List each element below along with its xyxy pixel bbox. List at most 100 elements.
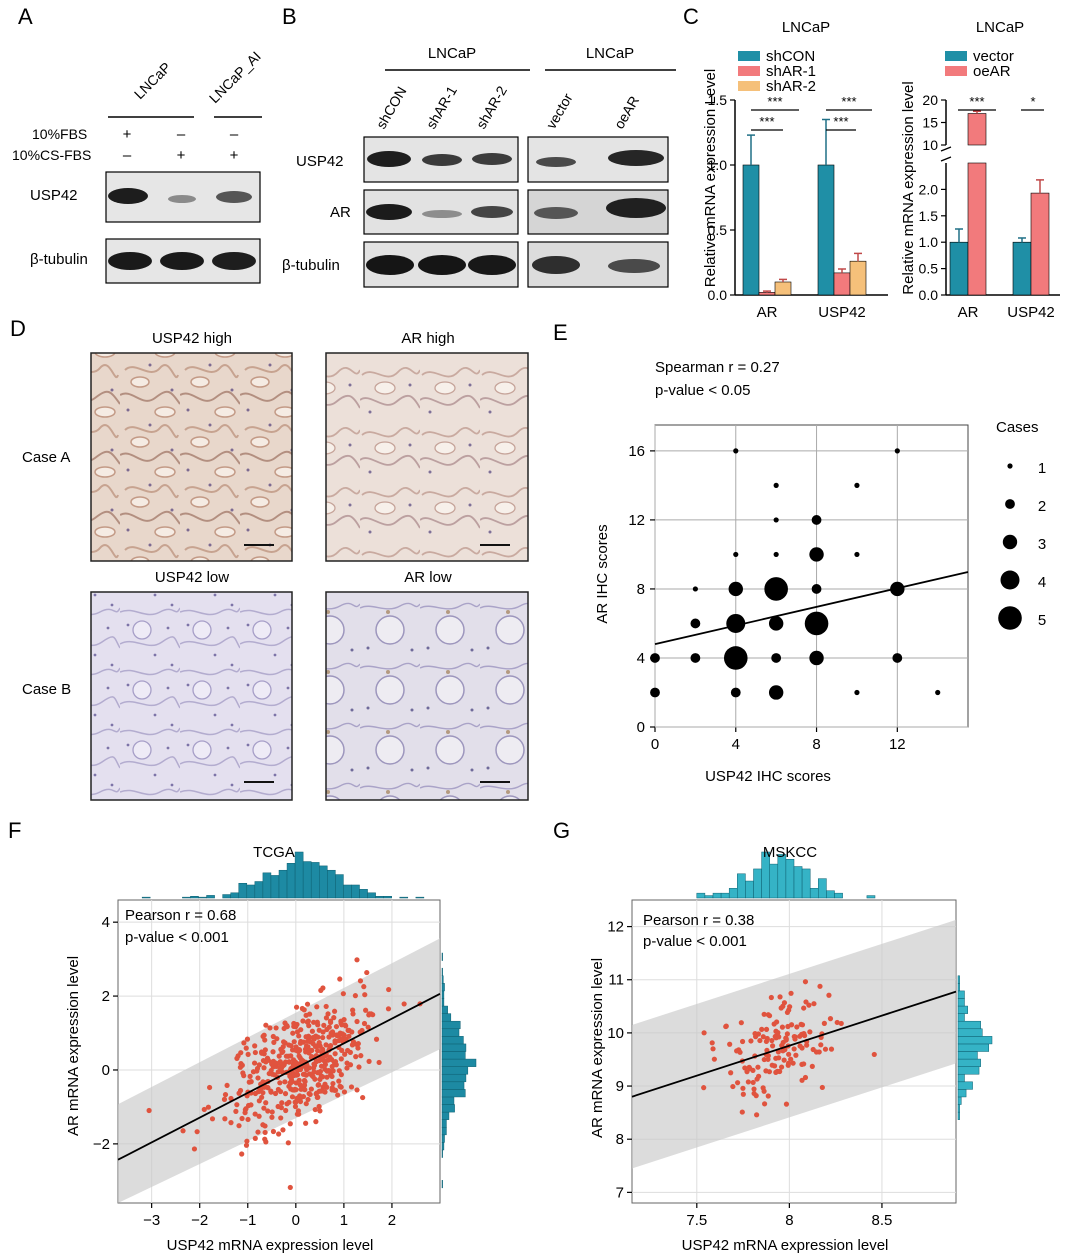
data-point xyxy=(270,1049,276,1055)
data-point xyxy=(799,1031,805,1037)
data-point xyxy=(272,1060,279,1066)
marginal-hist-x xyxy=(343,884,352,899)
panel-b: LNCaP LNCaP shCON shAR-1 shAR-2 vector o… xyxy=(282,45,676,288)
blot-label-usp42-a: USP42 xyxy=(30,187,78,204)
data-point xyxy=(761,1101,768,1107)
legend-label-shar2: shAR-2 xyxy=(766,78,816,95)
data-point xyxy=(301,1039,307,1045)
data-point xyxy=(233,1108,239,1114)
data-point xyxy=(838,1020,844,1027)
data-point xyxy=(332,1051,338,1057)
x-tick-label: 7.5 xyxy=(686,1212,707,1229)
data-point xyxy=(819,1084,825,1091)
y-axis-label-c-left: Relative mRNA expression Level xyxy=(702,69,719,287)
marginal-hist-x xyxy=(254,881,264,899)
data-point xyxy=(797,1043,803,1049)
x-tick-label: −2 xyxy=(191,1212,208,1229)
data-point xyxy=(787,1004,793,1010)
data-point xyxy=(302,1079,308,1085)
y-tick-label-c-left: 1.5 xyxy=(708,92,728,108)
marginal-hist-y xyxy=(441,1111,450,1120)
data-point xyxy=(316,1082,322,1088)
data-point xyxy=(325,1011,331,1017)
data-point xyxy=(766,1013,773,1019)
data-point xyxy=(324,1074,330,1080)
point-e xyxy=(728,581,743,597)
marginal-hist-x xyxy=(712,892,722,899)
bar-vector-USP42 xyxy=(1012,241,1032,296)
data-point xyxy=(350,1007,356,1013)
point-e xyxy=(854,551,860,558)
data-point xyxy=(826,992,832,998)
data-point xyxy=(331,1015,337,1021)
data-point xyxy=(283,1053,289,1059)
data-point xyxy=(760,1085,766,1091)
marginal-hist-x xyxy=(335,874,344,899)
point-e xyxy=(690,653,701,663)
data-point xyxy=(275,1069,281,1075)
data-point xyxy=(239,1115,245,1122)
legend-dot-e xyxy=(1000,570,1020,590)
bar-shAR-2-USP42 xyxy=(849,260,867,296)
data-point xyxy=(303,1101,309,1107)
legend-swatch-shar1 xyxy=(738,66,760,76)
data-point xyxy=(303,1043,310,1049)
data-point xyxy=(263,1022,269,1028)
row-label-case-a: Case A xyxy=(22,449,70,466)
marginal-hist-y xyxy=(441,1104,455,1113)
marginal-hist-y xyxy=(957,1081,973,1090)
data-point xyxy=(740,1091,746,1097)
x-tick-label-e: 4 xyxy=(732,736,740,753)
data-point xyxy=(271,1039,277,1045)
data-point xyxy=(728,1070,734,1076)
data-point xyxy=(273,1025,279,1031)
data-point xyxy=(366,1058,372,1064)
marginal-hist-y xyxy=(957,1036,993,1045)
group-title-knockdown: LNCaP xyxy=(428,45,476,62)
data-point xyxy=(801,1005,807,1011)
data-point xyxy=(312,1043,318,1050)
data-point xyxy=(293,1071,300,1077)
point-e xyxy=(809,650,824,666)
data-point xyxy=(761,1011,767,1017)
lane-label-lncap-a: LNCaP xyxy=(131,59,174,102)
data-point xyxy=(323,1042,329,1048)
blot-label-ar-b: AR xyxy=(330,204,351,221)
panel-letter-f: F xyxy=(8,818,21,843)
legend-swatch-shar2 xyxy=(738,81,760,91)
data-point xyxy=(269,1109,275,1115)
data-point xyxy=(337,976,343,982)
data-point xyxy=(799,1077,805,1083)
data-point xyxy=(252,1043,258,1049)
data-point xyxy=(750,1079,756,1086)
marginal-hist-y xyxy=(441,1142,445,1151)
marginal-hist-x xyxy=(704,895,714,899)
data-point xyxy=(763,1068,769,1074)
y-tick-label-c-right: 2.0 xyxy=(919,181,939,197)
axis-break-mark xyxy=(940,146,952,152)
data-point xyxy=(788,1056,794,1062)
lane-label-lncap-ai: LNCaP_AI xyxy=(206,48,264,106)
ihc-image-usp42-low xyxy=(90,591,293,801)
panel-a: LNCaP LNCaP_AI 10%FBS 10%CS-FBS + – – – … xyxy=(12,48,264,284)
data-point xyxy=(316,1088,322,1094)
data-point xyxy=(294,1111,300,1117)
point-e xyxy=(809,547,824,562)
y-axis-label-g: AR mRNA expression level xyxy=(589,958,606,1138)
data-point xyxy=(305,1096,311,1103)
y-tick-label-e: 8 xyxy=(637,581,645,598)
data-point xyxy=(292,1103,299,1110)
x-tick-label-e: 12 xyxy=(889,736,906,753)
data-point xyxy=(308,1086,314,1092)
data-point xyxy=(803,999,809,1005)
chart-c-right: LNCaP Relative mRNA expression level vec… xyxy=(900,19,1060,321)
data-point xyxy=(701,1085,707,1091)
y-tick-label: 4 xyxy=(102,914,110,931)
y-tick-label-c-right: 15 xyxy=(922,115,938,131)
data-point xyxy=(251,1060,258,1066)
data-point xyxy=(781,1057,787,1063)
lane-vector: vector xyxy=(543,90,576,131)
data-point xyxy=(247,1073,253,1079)
data-point xyxy=(376,1059,382,1066)
data-point xyxy=(401,1001,407,1007)
